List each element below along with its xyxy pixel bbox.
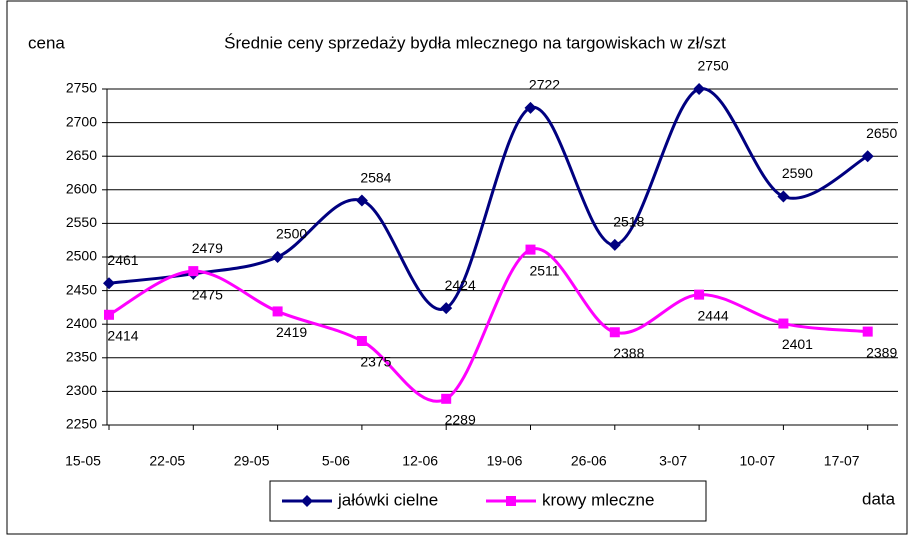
y-tick-label: 2550 xyxy=(66,214,97,230)
series-line xyxy=(108,87,869,311)
series-line xyxy=(108,247,868,403)
legend-label: jałówki cielne xyxy=(337,490,438,509)
x-tick-label: 10-07 xyxy=(739,453,775,469)
x-tick-label: 19-06 xyxy=(487,453,523,469)
data-label: 2389 xyxy=(866,344,897,360)
data-point xyxy=(440,302,453,315)
data-label: 2479 xyxy=(192,240,223,256)
data-point xyxy=(188,266,199,277)
data-point xyxy=(103,277,115,290)
x-tick-label: 3-07 xyxy=(659,453,687,469)
data-point xyxy=(694,289,705,300)
data-label: 2584 xyxy=(360,169,391,185)
data-point xyxy=(608,238,621,251)
data-point xyxy=(524,101,537,114)
legend-label: krowy mleczne xyxy=(542,490,654,509)
data-point xyxy=(862,326,873,337)
data-point xyxy=(355,194,368,207)
data-label: 2722 xyxy=(529,77,560,93)
data-label: 2461 xyxy=(107,252,138,268)
data-label: 2500 xyxy=(276,226,307,242)
y-tick-label: 2300 xyxy=(66,382,97,398)
data-point xyxy=(272,306,283,317)
data-label: 2475 xyxy=(192,287,223,303)
y-tick-label: 2600 xyxy=(66,181,97,197)
data-point xyxy=(609,327,620,338)
data-point xyxy=(778,318,789,329)
y-tick-label: 2350 xyxy=(66,349,97,365)
data-point xyxy=(271,251,284,263)
x-tick-label: 15-05 xyxy=(65,453,101,469)
data-point xyxy=(104,309,114,320)
x-tick-label: 12-06 xyxy=(402,453,438,469)
y-tick-label: 2700 xyxy=(66,113,97,129)
x-tick-label: 26-06 xyxy=(571,453,607,469)
data-point xyxy=(525,244,536,255)
data-point xyxy=(441,393,452,404)
y-tick-label: 2450 xyxy=(66,281,97,297)
chart-frame xyxy=(6,0,908,535)
data-point xyxy=(777,190,790,203)
x-tick-label: 5-06 xyxy=(322,453,350,469)
data-label: 2750 xyxy=(698,58,729,74)
data-label: 2401 xyxy=(782,336,813,352)
data-label: 2511 xyxy=(529,262,559,278)
x-axis-label: data xyxy=(862,489,896,508)
data-label: 2414 xyxy=(107,327,138,343)
legend-marker xyxy=(506,496,516,506)
data-point xyxy=(356,336,367,346)
data-label: 2650 xyxy=(866,125,897,141)
data-label: 2419 xyxy=(276,324,307,340)
data-label: 2444 xyxy=(698,307,729,323)
y-tick-label: 2500 xyxy=(66,248,97,264)
legend-marker xyxy=(301,495,313,507)
x-tick-label: 17-07 xyxy=(824,453,860,469)
y-tick-label: 2750 xyxy=(66,80,97,96)
data-label: 2388 xyxy=(613,345,644,361)
y-tick-label: 2400 xyxy=(66,315,97,331)
x-tick-label: 29-05 xyxy=(234,453,270,469)
data-label: 2375 xyxy=(360,354,391,370)
y-tick-label: 2650 xyxy=(66,147,97,163)
data-label: 2518 xyxy=(613,214,644,230)
data-point xyxy=(693,83,706,95)
data-point xyxy=(861,150,874,163)
data-label: 2424 xyxy=(445,277,476,293)
chart-title: Średnie ceny sprzedaży bydła mlecznego n… xyxy=(224,33,726,52)
data-label: 2590 xyxy=(782,165,813,181)
y-tick-label: 2250 xyxy=(66,416,97,432)
y-axis-label: cena xyxy=(28,33,65,52)
data-label: 2289 xyxy=(445,411,476,427)
x-tick-label: 22-05 xyxy=(149,453,185,469)
